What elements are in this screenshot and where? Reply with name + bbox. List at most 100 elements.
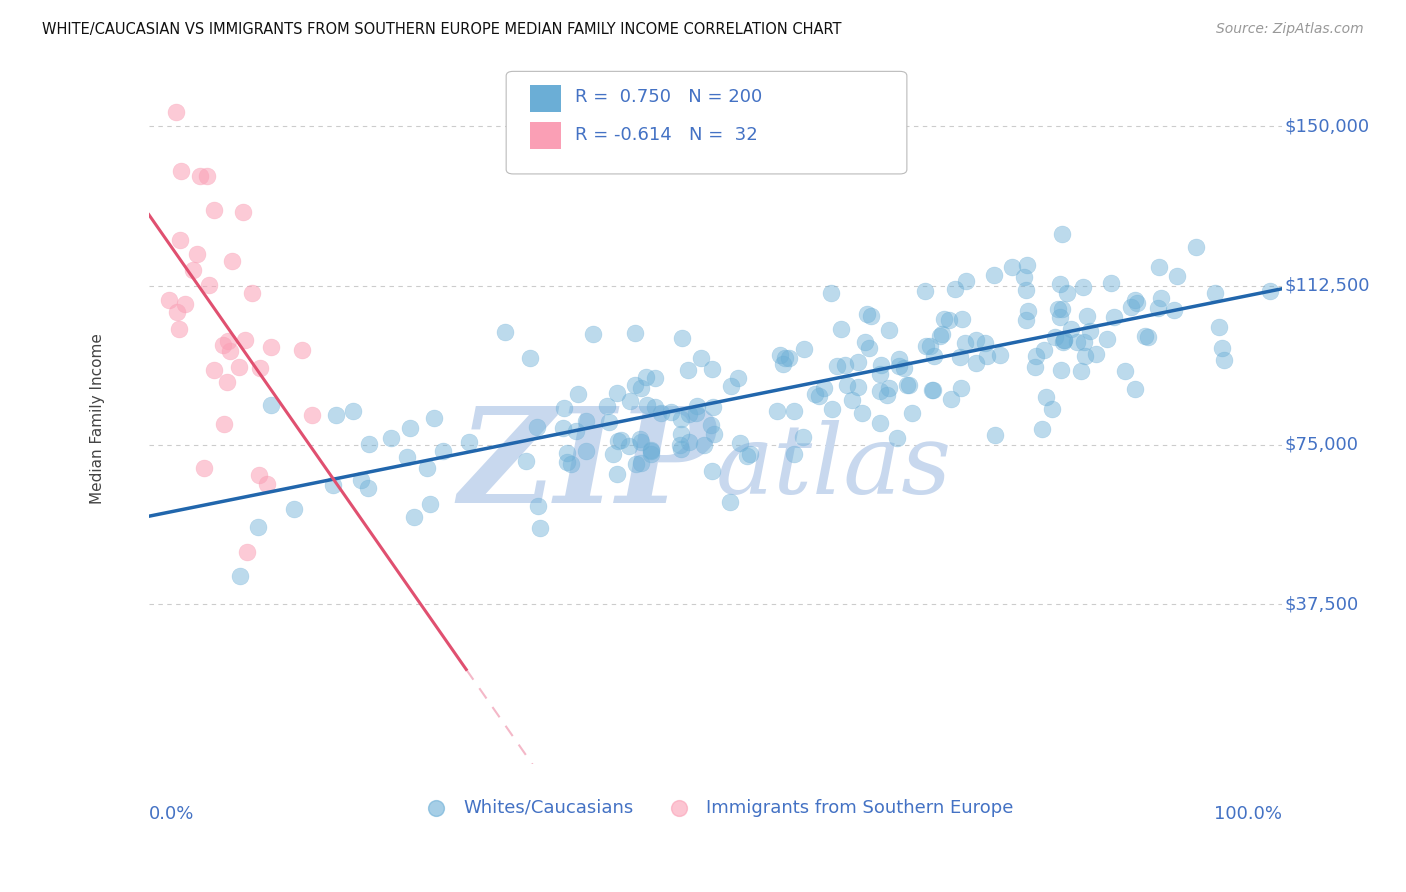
Point — [188, 169, 211, 184]
Point — [217, 334, 239, 348]
Point — [1208, 320, 1230, 334]
Point — [644, 371, 666, 385]
Point — [1085, 347, 1108, 361]
Point — [640, 447, 662, 461]
Point — [728, 436, 751, 450]
Point — [901, 406, 924, 420]
Text: $150,000: $150,000 — [1285, 117, 1369, 135]
Point — [965, 356, 987, 370]
Point — [221, 254, 243, 268]
Point — [564, 424, 586, 438]
Point — [851, 406, 873, 420]
Point — [256, 477, 278, 491]
Point — [841, 392, 863, 407]
Point — [457, 435, 479, 450]
Point — [766, 404, 789, 418]
Point — [260, 340, 283, 354]
Point — [598, 415, 620, 429]
Point — [626, 457, 648, 471]
Point — [630, 381, 652, 395]
Point — [807, 389, 830, 403]
Point — [1076, 309, 1098, 323]
Point — [953, 335, 976, 350]
Point — [1119, 300, 1142, 314]
Point — [610, 433, 633, 447]
Text: $112,500: $112,500 — [1285, 277, 1369, 294]
Point — [606, 434, 628, 449]
Point — [623, 326, 645, 340]
Point — [965, 333, 987, 347]
Point — [659, 405, 682, 419]
Point — [350, 473, 373, 487]
Point — [551, 421, 574, 435]
Point — [325, 409, 347, 423]
Point — [640, 442, 662, 457]
Point — [1052, 227, 1074, 241]
Point — [1040, 401, 1063, 416]
Point — [195, 169, 218, 183]
Point — [1123, 293, 1146, 308]
Point — [380, 431, 402, 445]
Point — [678, 434, 700, 449]
Point — [837, 377, 859, 392]
Point — [1066, 335, 1088, 350]
Point — [157, 293, 180, 308]
Point — [260, 398, 283, 412]
Point — [727, 371, 749, 385]
Point — [1031, 422, 1053, 436]
Point — [700, 464, 723, 478]
Point — [702, 400, 724, 414]
Text: Median Family Income: Median Family Income — [90, 333, 105, 504]
Point — [526, 499, 548, 513]
Point — [869, 367, 891, 381]
Point — [876, 388, 898, 402]
Point — [1015, 258, 1038, 272]
Point — [582, 327, 605, 342]
Point — [232, 205, 254, 219]
Point — [165, 104, 187, 119]
Point — [1052, 335, 1074, 350]
Point — [197, 277, 219, 292]
Point — [983, 268, 1005, 282]
Point — [236, 545, 259, 559]
Point — [1015, 313, 1038, 327]
Point — [1049, 310, 1071, 324]
Point — [1059, 322, 1081, 336]
Point — [432, 444, 454, 458]
Point — [984, 427, 1007, 442]
Point — [860, 309, 883, 323]
Point — [640, 443, 662, 458]
Point — [560, 457, 582, 471]
Point — [973, 336, 995, 351]
Point — [193, 460, 215, 475]
Text: R =  0.750   N = 200: R = 0.750 N = 200 — [575, 88, 762, 106]
Point — [943, 282, 966, 296]
Point — [928, 328, 950, 343]
Point — [877, 381, 900, 395]
Point — [1012, 270, 1035, 285]
Point — [821, 401, 844, 416]
Point — [846, 354, 869, 368]
Point — [1035, 390, 1057, 404]
Point — [357, 437, 380, 451]
Point — [678, 363, 700, 377]
Point — [186, 247, 208, 261]
Point — [173, 297, 195, 311]
Point — [918, 339, 941, 353]
Point — [720, 379, 742, 393]
Text: $37,500: $37,500 — [1285, 595, 1358, 614]
Text: Source: ZipAtlas.com: Source: ZipAtlas.com — [1216, 22, 1364, 37]
Point — [167, 322, 190, 336]
Point — [793, 342, 815, 356]
Point — [1017, 304, 1039, 318]
Point — [896, 378, 918, 392]
Point — [669, 426, 692, 441]
Point — [247, 519, 270, 533]
Point — [1025, 349, 1047, 363]
Point — [166, 304, 188, 318]
Point — [291, 343, 314, 358]
Point — [644, 400, 666, 414]
Text: 100.0%: 100.0% — [1215, 805, 1282, 823]
Point — [183, 263, 205, 277]
Point — [228, 359, 250, 374]
